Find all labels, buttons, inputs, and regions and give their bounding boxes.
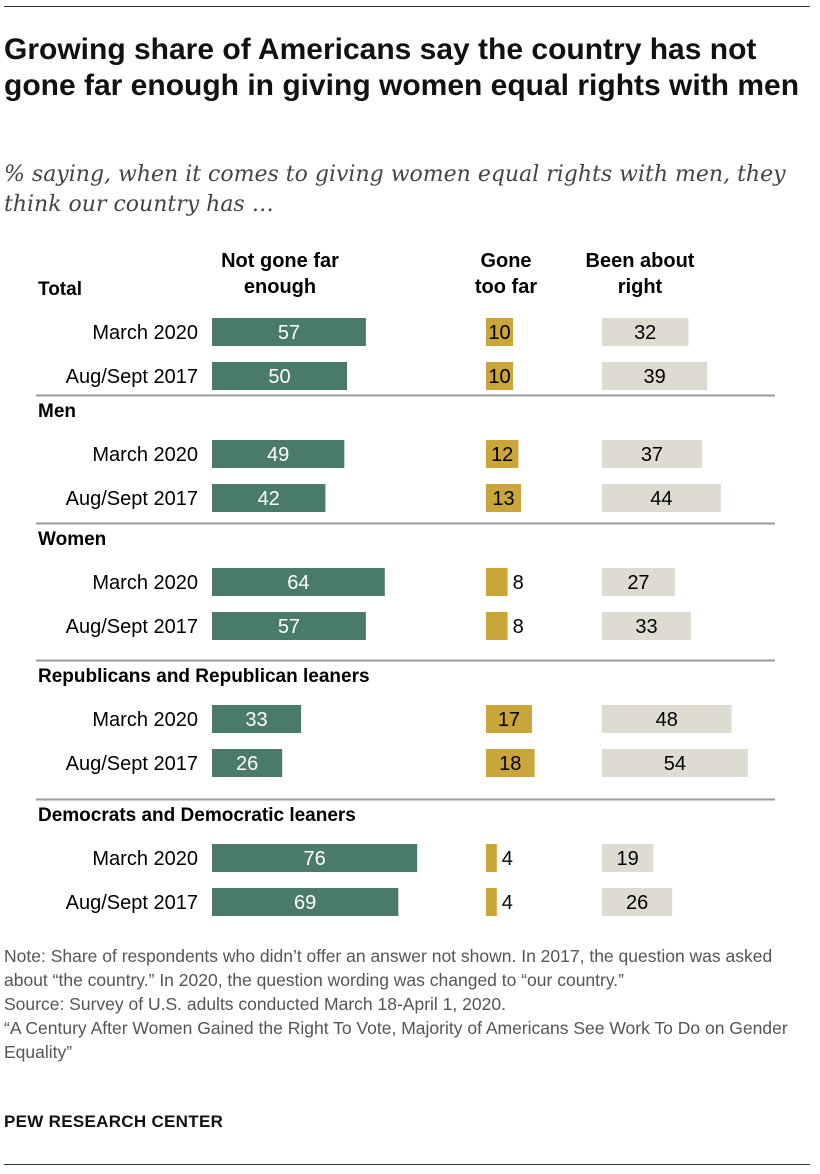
- bar: [486, 705, 532, 733]
- bar: [212, 749, 283, 777]
- brand-name: PEW RESEARCH CENTER: [4, 1112, 224, 1131]
- data-label: 33: [635, 616, 657, 638]
- bar: [212, 888, 399, 916]
- data-label: 50: [268, 366, 290, 388]
- data-label: 39: [644, 366, 666, 388]
- data-label: 64: [287, 572, 309, 594]
- report-title: “A Century After Women Gained the Right …: [4, 1018, 788, 1062]
- bar: [602, 888, 673, 916]
- data-label: 76: [303, 848, 325, 870]
- data-label: 8: [513, 616, 524, 638]
- row-label: Aug/Sept 2017: [66, 488, 198, 510]
- bar: [602, 844, 654, 872]
- bar: [212, 705, 302, 733]
- bar: [486, 568, 508, 596]
- group-label: Republicans and Republican leaners: [38, 666, 370, 687]
- data-label: 48: [656, 709, 678, 731]
- bar: [486, 318, 513, 346]
- bar: [486, 440, 519, 468]
- data-label: 27: [627, 572, 649, 594]
- bar: [602, 484, 721, 512]
- data-label: 19: [617, 848, 639, 870]
- source-text: Source: Survey of U.S. adults conducted …: [4, 994, 506, 1014]
- bar: [602, 705, 732, 733]
- top-rule: [4, 6, 810, 7]
- bar: [486, 749, 535, 777]
- data-label: 33: [245, 709, 267, 731]
- note-text: Note: Share of respondents who didn’t of…: [4, 946, 773, 990]
- bar: [212, 844, 418, 872]
- footnotes: Note: Share of respondents who didn’t of…: [4, 944, 804, 1064]
- bar: [212, 440, 345, 468]
- chart-subtitle: % saying, when it comes to giving women …: [4, 162, 786, 217]
- data-label: 10: [488, 366, 510, 388]
- data-label: 54: [664, 753, 686, 775]
- column-header-not-far-enough: Not gone far enough: [221, 250, 339, 298]
- bar: [602, 440, 702, 468]
- data-label: 10: [488, 322, 510, 344]
- bar: [212, 568, 385, 596]
- bar: [212, 484, 326, 512]
- bar: [602, 318, 689, 346]
- group-label: Men: [38, 401, 76, 422]
- data-label: 4: [502, 848, 513, 870]
- row-label: Aug/Sept 2017: [66, 892, 198, 914]
- data-label: 13: [492, 488, 514, 510]
- bar: [486, 362, 513, 390]
- bar: [486, 484, 522, 512]
- chart-title: Growing share of Americans say the count…: [4, 33, 800, 102]
- data-label: 49: [267, 444, 289, 466]
- bar: [602, 612, 692, 640]
- row-label: Aug/Sept 2017: [66, 366, 198, 388]
- bar: [486, 844, 497, 872]
- data-label: 17: [498, 709, 520, 731]
- bar: [602, 568, 675, 596]
- bar: [602, 749, 748, 777]
- column-header-too-far: Gone too far: [474, 250, 538, 298]
- bar: [212, 318, 366, 346]
- data-label: 44: [650, 488, 672, 510]
- row-label: March 2020: [92, 322, 198, 344]
- row-label: March 2020: [92, 572, 198, 594]
- bar: [486, 888, 497, 916]
- group-label: Total: [38, 279, 82, 300]
- bar: [212, 362, 347, 390]
- data-label: 4: [502, 892, 513, 914]
- data-label: 32: [634, 322, 656, 344]
- grouped-bar-chart: Total March 2020 57 10 32 Aug/Sept 2017 50 10 39…: [36, 279, 775, 916]
- group-label: Democrats and Democratic leaners: [38, 805, 356, 826]
- data-label: 37: [641, 444, 663, 466]
- group-label: Women: [38, 529, 106, 550]
- row-label: March 2020: [92, 709, 198, 731]
- data-label: 18: [499, 753, 521, 775]
- data-label: 42: [258, 488, 280, 510]
- data-label: 26: [236, 753, 258, 775]
- data-label: 8: [513, 572, 524, 594]
- bar: [212, 612, 366, 640]
- column-header-about-right: Been about right: [585, 250, 695, 298]
- data-label: 57: [278, 616, 300, 638]
- row-label: Aug/Sept 2017: [66, 616, 198, 638]
- row-label: March 2020: [92, 848, 198, 870]
- bar: [486, 612, 508, 640]
- data-label: 26: [626, 892, 648, 914]
- data-label: 12: [491, 444, 513, 466]
- data-label: 69: [294, 892, 316, 914]
- row-label: Aug/Sept 2017: [66, 753, 198, 775]
- row-label: March 2020: [92, 444, 198, 466]
- bottom-rule: [4, 1164, 810, 1165]
- data-label: 57: [278, 322, 300, 344]
- bar: [602, 362, 708, 390]
